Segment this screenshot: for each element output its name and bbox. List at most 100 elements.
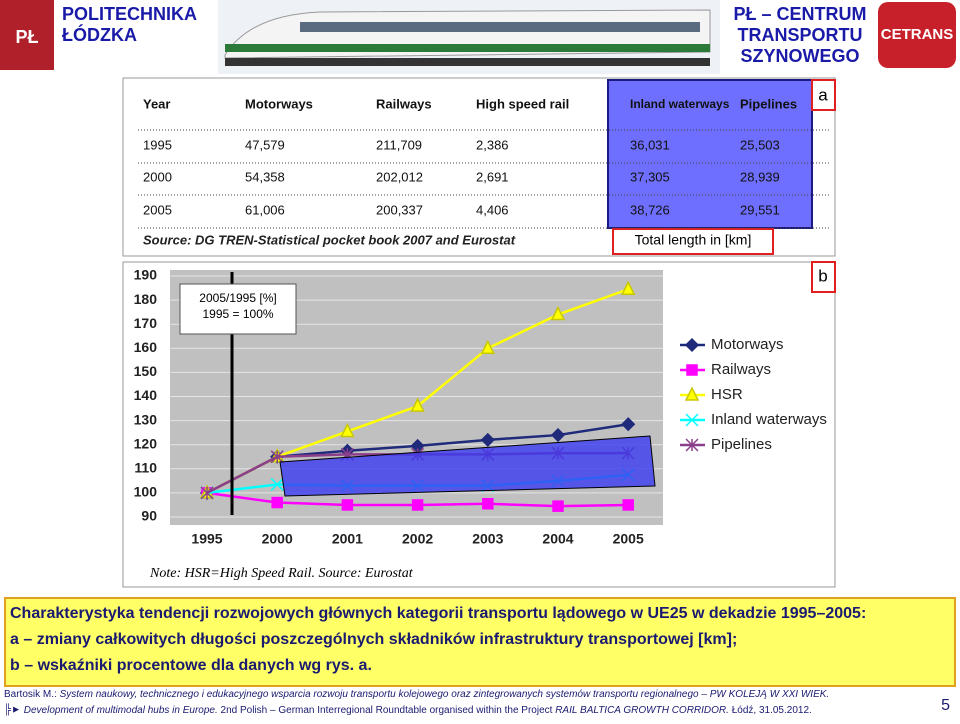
column-header: Inland waterways — [630, 97, 730, 111]
footer-author: Bartosik M.: — [4, 689, 57, 700]
annotation: 2005/1995 [%] — [199, 291, 276, 305]
annotation: 1995 = 100% — [202, 307, 273, 321]
chart-note: Note: HSR=High Speed Rail. Source: Euros… — [149, 566, 414, 581]
column-header: High speed rail — [476, 96, 569, 111]
legend-label: Railways — [711, 361, 771, 378]
legend-marker — [686, 364, 698, 376]
legend-label: Inland waterways — [711, 411, 827, 428]
header-right: PŁ – CENTRUM TRANSPORTU SZYNOWEGO — [733, 4, 867, 66]
table-cell: 37,305 — [630, 169, 670, 184]
legend-marker — [684, 337, 700, 353]
table-cell: 4,406 — [476, 202, 509, 217]
column-header: Railways — [376, 96, 432, 111]
caption-box — [4, 597, 956, 687]
cetrans-text: CETRANS — [881, 26, 954, 43]
unit-note-box — [612, 228, 774, 255]
column-header: Motorways — [245, 96, 313, 111]
y-tick-label: 180 — [134, 291, 158, 307]
table-cell: 61,006 — [245, 202, 285, 217]
table-cell: 2000 — [143, 169, 172, 184]
marker — [622, 499, 634, 511]
caption-line: a – zmiany całkowitych długości poszczeg… — [10, 631, 737, 648]
legend-label: HSR — [711, 386, 743, 403]
pl-logo — [0, 0, 54, 70]
marker — [271, 496, 283, 509]
y-tick-label: 190 — [134, 267, 158, 283]
y-tick-label: 140 — [134, 387, 158, 403]
footer-line: ╠► Development of multimodal hubs in Eur… — [4, 703, 812, 717]
x-tick-label: 2001 — [332, 531, 363, 547]
panel-label-box — [811, 261, 836, 293]
y-tick-label: 110 — [134, 460, 157, 476]
legend-label: Pipelines — [711, 436, 772, 453]
header-left-box: POLITECHNIKA ŁÓDZKA — [62, 4, 197, 45]
marker — [270, 450, 284, 464]
caption-line: b – wskaźniki procentowe dla danych wg r… — [10, 657, 372, 674]
panel-label-box — [811, 79, 836, 111]
x-tick-label: 1995 — [191, 531, 222, 547]
x-tick-label: 2005 — [613, 531, 644, 547]
highlight-shape — [279, 435, 656, 497]
highlight-box — [607, 79, 813, 229]
column-header: Pipelines — [740, 96, 797, 111]
table-cell: 29,551 — [740, 202, 780, 217]
marker — [270, 477, 284, 491]
footer-work: System naukowy, technicznego i edukacyjn… — [60, 689, 830, 700]
marker — [480, 432, 495, 447]
y-tick-label: 170 — [134, 315, 158, 331]
legend-marker — [684, 386, 700, 401]
train-image — [218, 0, 720, 74]
x-tick-label: 2002 — [402, 531, 433, 547]
panel-label: b — [818, 266, 827, 285]
table-cell: 200,337 — [376, 202, 423, 217]
footer-event: Development of multimodal hubs in Europe… — [24, 705, 218, 716]
table-cell: 38,726 — [630, 202, 670, 217]
page-number: 5 — [941, 697, 950, 714]
table-cell: 36,031 — [630, 137, 670, 152]
marker — [482, 497, 494, 510]
caption-line: Charakterystyka tendencji rozwojowych gł… — [10, 605, 866, 622]
marker — [410, 397, 425, 412]
y-tick-label: 90 — [141, 508, 157, 524]
pl-logo-mark: PŁ — [15, 27, 38, 47]
table-cell: 211,709 — [376, 137, 422, 152]
legend-label: Motorways — [711, 336, 784, 353]
y-tick-label: 150 — [134, 363, 158, 379]
table-cell: 2005 — [143, 202, 172, 217]
panel-label: a — [818, 85, 828, 104]
footer-project: RAIL BALTICA GROWTH CORRIDOR. — [555, 705, 729, 716]
annotation-box — [179, 283, 297, 335]
marker — [620, 280, 636, 296]
legend-marker — [685, 413, 699, 427]
y-tick-label: 160 — [134, 339, 158, 355]
marker — [480, 339, 496, 355]
y-tick-label: 120 — [134, 435, 158, 451]
table-cell: 2,691 — [476, 169, 509, 184]
y-tick-label: 100 — [134, 484, 158, 500]
table-cell: 28,939 — [740, 169, 780, 184]
table-source: Source: DG TREN-Statistical pocket book … — [143, 232, 516, 247]
table-cell: 25,503 — [740, 137, 780, 152]
table-cell: 54,358 — [245, 169, 285, 184]
marker — [552, 500, 564, 512]
header-right-box: PŁ – CENTRUM TRANSPORTU SZYNOWEGO — [733, 4, 867, 66]
marker — [340, 422, 355, 438]
x-tick-label: 2000 — [262, 531, 293, 547]
marker — [411, 499, 424, 511]
unit-note: Total length in [km] — [635, 232, 752, 248]
marker — [621, 417, 636, 432]
marker — [200, 486, 214, 500]
column-header: Year — [143, 96, 170, 111]
marker — [550, 427, 566, 443]
footer-roundtable: 2nd Polish – German Interregional Roundt… — [221, 705, 553, 716]
header-left: POLITECHNIKA ŁÓDZKA — [62, 4, 197, 45]
marker — [341, 499, 354, 511]
footer-place: Łódź, 31.05.2012. — [732, 705, 812, 716]
x-tick-label: 2004 — [542, 531, 573, 547]
cetrans-logo — [878, 2, 956, 68]
y-tick-label: 130 — [134, 411, 158, 427]
footer-line: Bartosik M.: System naukowy, techniczneg… — [4, 689, 829, 700]
x-tick-label: 2003 — [472, 531, 503, 547]
table-cell: 202,012 — [376, 169, 423, 184]
